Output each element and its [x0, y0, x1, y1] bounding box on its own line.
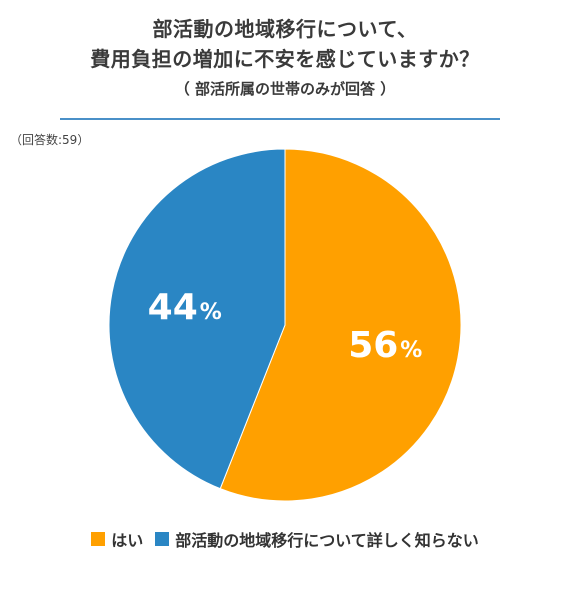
pie-slice-yes [219, 148, 462, 502]
chart-legend: はい 部活動の地域移行について詳しく知らない [0, 527, 570, 551]
chart-title-block: 部活動の地域移行について、 費用負担の増加に不安を感じていますか？ （ 部活所属… [0, 14, 570, 102]
chart-title-line-1: 部活動の地域移行について、 [152, 17, 418, 41]
chart-subtitle: （ 部活所属の世帯のみが回答 ） [174, 80, 396, 98]
respondent-count: （回答数:59） [10, 133, 90, 147]
legend-item-unknown: 部活動の地域移行について詳しく知らない [155, 527, 479, 551]
pie-slice-unknown [108, 148, 286, 490]
legend-label-yes: はい [111, 531, 144, 550]
legend-label-unknown: 部活動の地域移行について詳しく知らない [175, 531, 479, 550]
legend-swatch-yes [91, 532, 106, 546]
pie-label-unknown: 44% [148, 287, 222, 328]
legend-item-yes: はい [91, 527, 143, 551]
title-divider [60, 118, 500, 120]
chart-title-line-2: 費用負担の増加に不安を感じていますか？ [90, 47, 480, 71]
legend-swatch-unknown [155, 532, 170, 546]
pie-label-yes: 56% [348, 325, 422, 366]
